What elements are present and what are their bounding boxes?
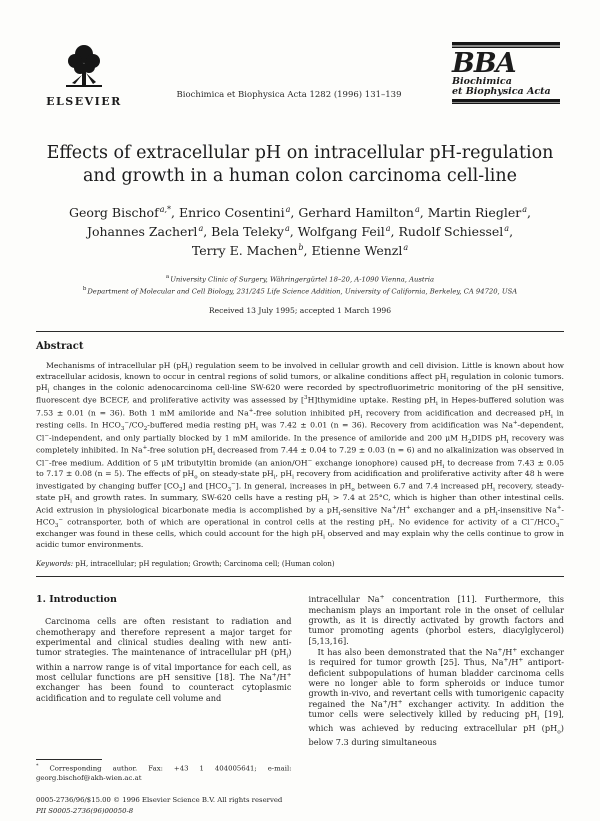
abstract-top-rule [36, 331, 564, 333]
affiliation-mark: a [165, 273, 170, 280]
author: Etienne Wenzla [311, 243, 409, 259]
bba-acronym: BBA [452, 47, 517, 79]
left-column: 1. Introduction Carcinoma cells are ofte… [36, 594, 292, 816]
author-affiliation-mark: a [522, 205, 527, 215]
introduction-paragraph-left: Carcinoma cells are often resistant to r… [36, 616, 292, 703]
author-affiliation-mark: a [504, 224, 510, 234]
author-affiliation-mark: a,* [159, 205, 172, 215]
elsevier-logo: ELSEVIER [36, 41, 132, 108]
introduction-paragraph-right-2: It has also been demonstrated that the N… [308, 647, 565, 748]
bba-journal-name-line1: Biochimica [452, 75, 512, 87]
author-affiliation-mark: a [385, 224, 391, 234]
right-column: intracellular Na+ concentration [11]. Fu… [309, 594, 565, 816]
affiliation-mark: b [82, 286, 87, 293]
page-header: ELSEVIER Biochimica et Biophysica Acta 1… [36, 30, 564, 108]
keywords-values: pH, intracellular; pH regulation; Growth… [75, 560, 335, 569]
bba-logo-bottom-rule [452, 99, 560, 104]
author: Gerhard Hamiltona [298, 205, 427, 220]
imprint-block: 0005-2736/96/$15.00 © 1996 Elsevier Scie… [36, 795, 292, 816]
author: Georg Bischofa,* [69, 205, 179, 220]
author: Bela Telekya [211, 224, 298, 239]
received-dates: Received 13 July 1995; accepted 1 March … [208, 306, 392, 316]
author: Rudolf Schiessela [398, 224, 513, 239]
affiliation-list: aUniversity Clinic of Surgery, Währinger… [36, 273, 564, 297]
keywords-label: Keywords: [36, 560, 74, 569]
pii-line: PII S0005-2736(96)00050-8 [36, 806, 134, 815]
author-affiliation-mark: a [403, 243, 409, 252]
article-title: Effects of extracellular pH on intracell… [46, 143, 554, 187]
body-columns: 1. Introduction Carcinoma cells are ofte… [36, 594, 564, 816]
author: Enrico Cosentinia [179, 205, 298, 220]
bba-journal-name-line2: et Biophysica Acta [452, 85, 551, 97]
bba-logo: BBA Biochimica et Biophysica Acta [446, 39, 564, 109]
bba-logo-top-rule [452, 41, 560, 48]
author-affiliation-mark: a [415, 205, 420, 215]
issn-copyright-line: 0005-2736/96/$15.00 © 1996 Elsevier Scie… [36, 796, 283, 805]
author-affiliation-mark: a [284, 224, 290, 234]
footnote-block: * Corresponding author. Fax: +43 1 40400… [36, 759, 292, 816]
author: Johannes Zacherla [87, 224, 211, 239]
introduction-paragraph-right-1: intracellular Na+ concentration [11]. Fu… [308, 594, 565, 646]
affiliation: bDepartment of Molecular and Cell Biolog… [82, 286, 518, 296]
corresponding-author-footnote: * Corresponding author. Fax: +43 1 40400… [36, 763, 292, 783]
author: Martin Rieglera [428, 205, 531, 220]
abstract-heading: Abstract [36, 341, 84, 353]
introduction-heading: 1. Introduction [36, 594, 117, 606]
footnote-rule [36, 759, 102, 761]
elsevier-tree-icon [66, 45, 102, 87]
abstract-bottom-rule [36, 576, 564, 578]
author-affiliation-mark: a [285, 205, 291, 215]
author: Terry E. Machenb [192, 243, 312, 258]
elsevier-wordmark: ELSEVIER [46, 95, 122, 108]
author-list: Georg Bischofa,* Enrico Cosentinia Gerha… [50, 204, 550, 261]
author: Wolfgang Feila [298, 224, 399, 239]
author-affiliation-mark: a [198, 224, 204, 234]
abstract-text: Mechanisms of intracellular pH (pHi) reg… [36, 361, 565, 549]
keywords-line: Keywords: pH, intracellular; pH regulati… [36, 560, 564, 568]
author-affiliation-mark: b [298, 243, 304, 252]
affiliation: aUniversity Clinic of Surgery, Währinger… [165, 273, 435, 284]
journal-reference: Biochimica et Biophysica Acta 1282 (1996… [176, 90, 402, 100]
